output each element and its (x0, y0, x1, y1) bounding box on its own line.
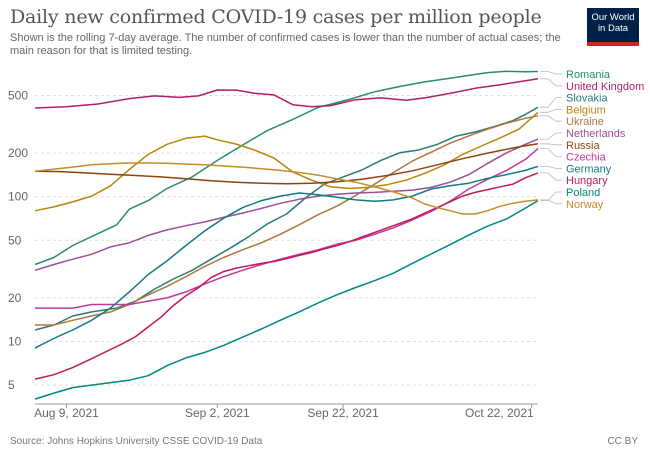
legend-label-poland: Poland (566, 187, 600, 199)
y-tick-label-5: 5 (8, 378, 15, 392)
series-line-belgium (34, 111, 539, 212)
chart-title: Daily new confirmed COVID-19 cases per m… (10, 6, 542, 28)
legend-connector-romania (540, 71, 562, 75)
x-tick-label-3: Oct 22, 2021 (465, 406, 534, 420)
series-line-netherlands (34, 138, 539, 272)
y-tick-label-500: 500 (8, 88, 28, 102)
legend-connector-belgium (540, 109, 562, 113)
y-tick-label-200: 200 (8, 146, 28, 160)
x-tick-label-0: Aug 9, 2021 (34, 406, 99, 420)
owid-logo[interactable]: Our World in Data (587, 8, 639, 46)
logo-line-2: in Data (597, 23, 629, 34)
legend-connector-poland (540, 191, 562, 201)
y-tick-label-50: 50 (8, 233, 22, 247)
y-tick-label-20: 20 (8, 291, 22, 305)
legend-label-czechia: Czechia (566, 152, 607, 164)
source-note: Source: Johns Hopkins University CSSE CO… (10, 436, 263, 447)
legend-connector-slovakia (540, 97, 562, 108)
legend-label-russia: Russia (566, 140, 601, 152)
line-chart: 5 10 20 50 100 200 500 Aug 9, 2021 Sep 2, 2021 Se… (8, 69, 644, 420)
legend-connector-netherlands (540, 132, 562, 140)
x-tick-label-1: Sep 2, 2021 (185, 406, 250, 420)
legend-label-slovakia: Slovakia (566, 93, 608, 105)
legend-label-germany: Germany (566, 163, 612, 175)
x-tick-label-2: Sep 22, 2021 (307, 406, 379, 420)
series-line-slovakia (34, 106, 539, 331)
legend-label-ukraine: Ukraine (566, 116, 604, 128)
series-line-czechia (35, 148, 539, 309)
logo-line-1: Our World (591, 12, 635, 23)
legend-connector-hungary (540, 172, 562, 181)
legend-connector-ukraine (540, 115, 562, 122)
legend-label-united-kingdom: United Kingdom (566, 81, 644, 93)
series-line-norway (34, 162, 539, 215)
license-label[interactable]: CC BY (607, 436, 638, 447)
series-line-hungary (34, 172, 539, 380)
series-line-germany (34, 165, 539, 349)
series-line-ukraine (35, 115, 539, 326)
legend-label-norway: Norway (566, 199, 604, 211)
y-tick-label-10: 10 (8, 334, 22, 348)
legend-label-romania: Romania (566, 69, 611, 81)
chart-subtitle: Shown is the rolling 7-day average. The … (10, 32, 561, 57)
legend-connector-czechia (540, 148, 562, 157)
legend-connector-germany (540, 166, 562, 169)
series-line-poland (34, 199, 539, 400)
legend-connector-norway (540, 199, 562, 205)
legend-connector-united-kingdom (540, 78, 562, 87)
series-line-russia (34, 143, 539, 185)
legend-label-belgium: Belgium (566, 104, 606, 116)
y-tick-label-100: 100 (8, 190, 28, 204)
legend-label-netherlands: Netherlands (566, 128, 626, 140)
series-line-romania (34, 70, 539, 266)
legend-connector-russia (540, 143, 562, 146)
series-line-united-kingdom (34, 78, 539, 109)
legend-label-hungary: Hungary (566, 175, 608, 187)
